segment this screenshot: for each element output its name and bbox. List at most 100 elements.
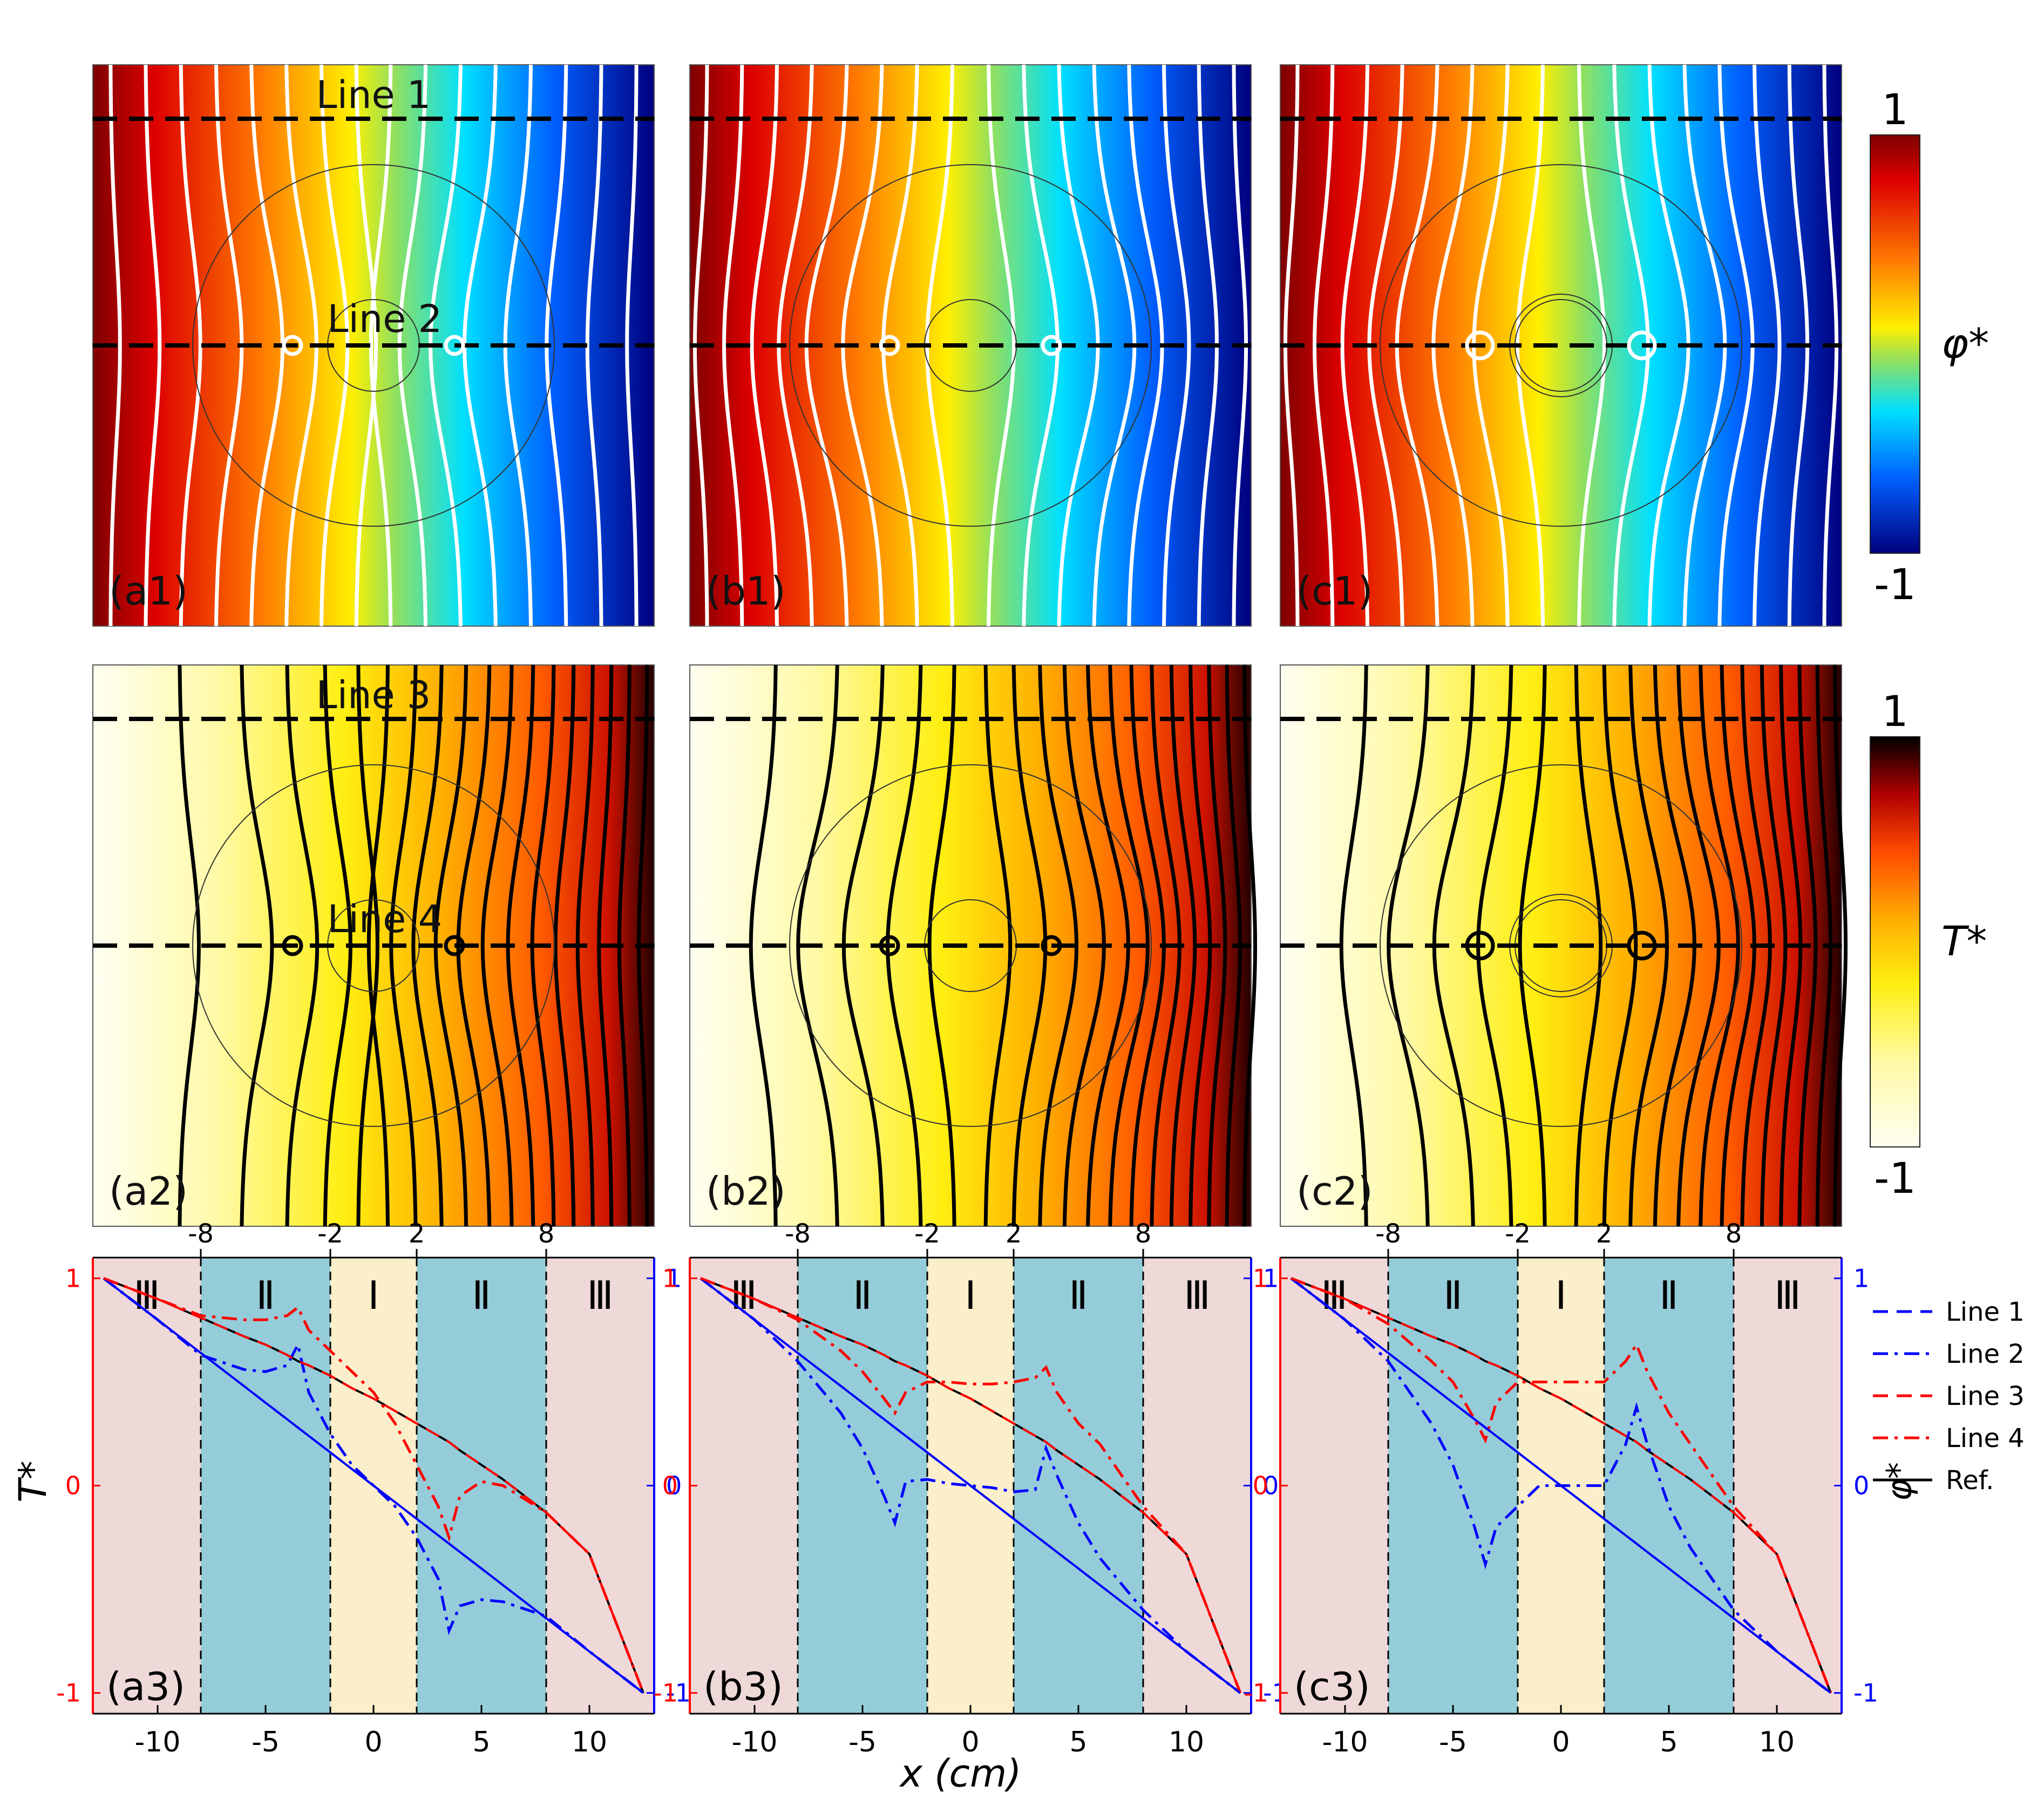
contour-line	[1760, 664, 1788, 1227]
outer-shell-circle	[789, 164, 1152, 527]
line-label-top: Line 1	[316, 73, 431, 117]
top-tick-label: -8	[785, 1219, 811, 1249]
left-tick-label: 1	[65, 1264, 81, 1293]
left-tick-label: 1	[662, 1264, 678, 1293]
contour-line	[983, 664, 1013, 1227]
contour-line	[1339, 664, 1368, 1227]
outer-shell-circle	[1380, 164, 1742, 527]
outer-shell-circle	[1380, 764, 1742, 1127]
singular-point-left	[1465, 330, 1495, 361]
x-tick-label: -10	[1322, 1726, 1368, 1758]
series-line-3	[103, 1277, 644, 1694]
top-tick-label: 8	[538, 1219, 555, 1249]
left-y-axis-label: T*	[11, 1461, 55, 1503]
contour-line	[1797, 664, 1818, 1227]
phi-colorbar-min-label: -1	[1874, 561, 1916, 609]
singular-point-left	[879, 935, 900, 956]
region-band	[1388, 1258, 1518, 1714]
contour-line	[108, 64, 122, 627]
line-label-middle: Line 2	[327, 297, 442, 341]
right-tick-label: 1	[1263, 1264, 1279, 1293]
singular-point-right	[1627, 931, 1657, 961]
top-tick-label: 8	[1726, 1219, 1742, 1249]
x-tick-label: -10	[732, 1726, 778, 1758]
panel-label: (b1)	[706, 568, 786, 614]
series-line-4	[700, 1277, 1242, 1694]
left-tick-label: -1	[653, 1679, 678, 1708]
top-tick-label: 2	[409, 1219, 425, 1249]
contour-line	[585, 64, 603, 627]
top-tick-label: -8	[1375, 1219, 1401, 1249]
left-tick-label: 0	[1253, 1471, 1268, 1500]
temp-colorbar-title: T*	[1941, 917, 1987, 965]
right-tick-label: 0	[1263, 1471, 1279, 1500]
top-tick-label: -2	[317, 1219, 343, 1249]
legend-label: Line 4	[1946, 1423, 2025, 1454]
colorbars: 1 -1 φ* 1 -1 T*	[1870, 86, 1989, 1203]
right-tick-label: 1	[666, 1264, 682, 1293]
region-label: Ⅲ	[1774, 1273, 1801, 1318]
legend-label: Line 3	[1946, 1381, 2025, 1411]
panel-label: (a2)	[109, 1169, 188, 1214]
region-label: Ⅱ	[256, 1273, 275, 1318]
contour-line	[1207, 664, 1227, 1227]
contour-line	[987, 64, 1016, 627]
outer-shell-circle	[192, 164, 555, 527]
singular-point-left	[282, 935, 303, 956]
temp-colorbar-bar	[1870, 736, 1920, 1147]
series-line-3	[1291, 1277, 1832, 1694]
contour-line	[1602, 664, 1638, 1227]
region-band	[1734, 1258, 1842, 1714]
panel-label: (b3)	[703, 1664, 783, 1709]
region-label: Ⅲ	[1184, 1273, 1211, 1318]
contour-line	[1577, 64, 1607, 627]
x-tick-label: -10	[135, 1726, 181, 1758]
phi-colorbar-bar	[1870, 134, 1920, 554]
x-tick-label: 5	[1069, 1726, 1087, 1758]
right-tick-label: 1	[1853, 1264, 1869, 1293]
legend-label: Line 2	[1946, 1339, 2025, 1369]
legend: Line 1 Line 2 Line 3 Line 4 Ref.	[1873, 1297, 2025, 1496]
contour-line	[354, 64, 378, 627]
contour-line	[553, 664, 576, 1227]
contour-line	[369, 64, 393, 627]
contour-line	[1312, 64, 1335, 627]
region-label: Ⅱ	[1443, 1273, 1462, 1318]
region-band	[417, 1258, 546, 1714]
right-tick-label: -1	[666, 1679, 691, 1708]
left-tick-label: -1	[1244, 1679, 1268, 1708]
series-line-1	[700, 1277, 1241, 1694]
singular-point-right	[1041, 335, 1062, 356]
region-label: Ⅰ	[965, 1273, 976, 1318]
contour-line	[796, 664, 839, 1227]
phi-colorbar-title: φ*	[1941, 320, 1989, 368]
top-tick-label: -2	[1505, 1219, 1531, 1249]
region-band	[93, 1258, 201, 1714]
contour-line	[1340, 64, 1369, 627]
singular-point-right	[1627, 330, 1657, 361]
contour-line	[1833, 664, 1848, 1227]
region-band	[690, 1258, 798, 1714]
singular-point-right	[1041, 935, 1062, 956]
region-band	[1280, 1258, 1388, 1714]
temp-colorbar: 1 -1 T*	[1870, 688, 1987, 1203]
region-label: Ⅱ	[472, 1273, 491, 1318]
contour-line	[750, 64, 779, 627]
top-tick-label: 2	[1006, 1219, 1022, 1249]
field-map-c2: (c2)	[1280, 664, 1848, 1227]
contour-line	[240, 664, 274, 1227]
singular-point-left	[879, 335, 900, 356]
contour-line	[411, 664, 444, 1227]
x-tick-label: 5	[472, 1726, 490, 1758]
outer-shell-circle	[789, 764, 1152, 1127]
panel-label: (a3)	[106, 1664, 185, 1709]
top-tick-label: 2	[1596, 1219, 1613, 1249]
series-line-1	[1290, 1277, 1832, 1694]
region-label: Ⅱ	[1069, 1273, 1088, 1318]
x-tick-label: 10	[1759, 1726, 1795, 1758]
series-line-4	[1291, 1277, 1832, 1694]
line-label-middle: Line 4	[327, 897, 442, 941]
panel-label: (b2)	[706, 1169, 786, 1214]
left-tick-label: 1	[1253, 1264, 1268, 1293]
x-tick-label: 5	[1660, 1726, 1678, 1758]
